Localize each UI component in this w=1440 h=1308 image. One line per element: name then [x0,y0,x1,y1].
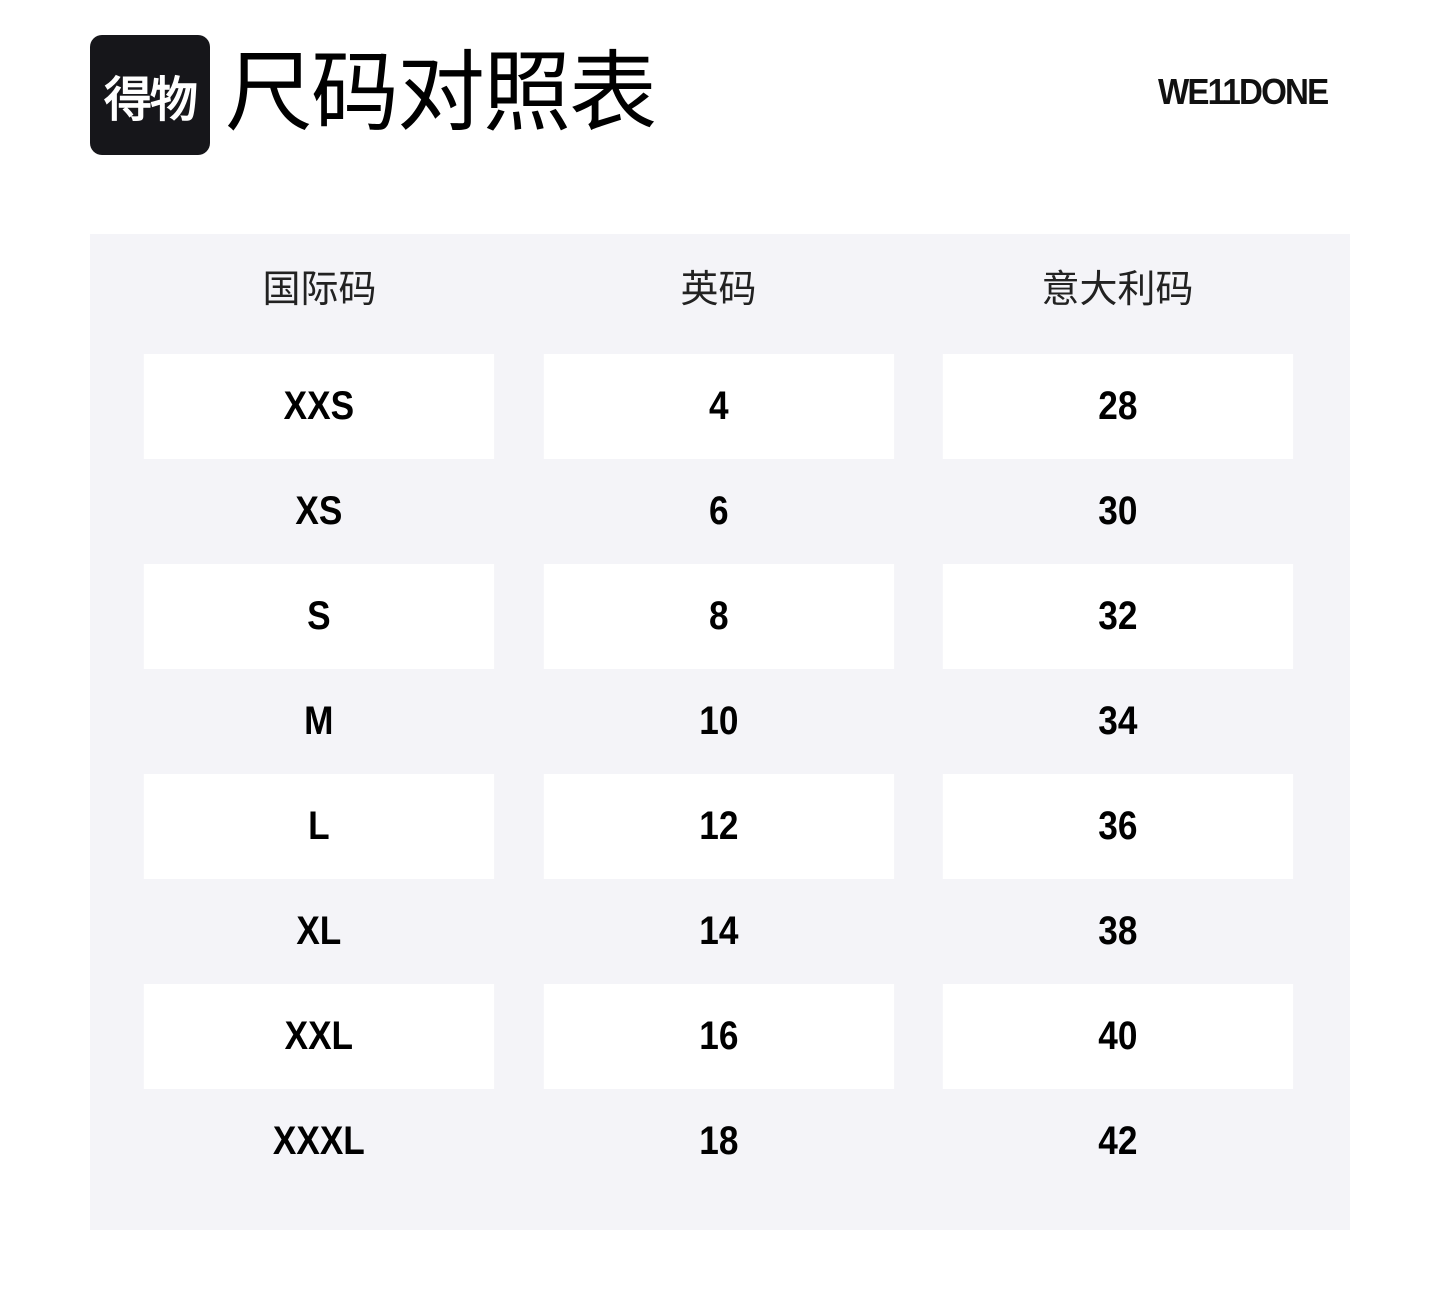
column-header: 意大利码 [1041,267,1194,311]
dewu-logo: 得物 [90,35,210,155]
table-row: XXL 16 40 [120,984,1317,1089]
table-cell: 36 [943,774,1294,879]
column-header: 英码 [680,267,757,311]
table-cell: M [304,699,334,743]
size-table: 国际码 英码 意大利码 XXS 4 28 XS 6 30 S 8 32 M 10 34 L 12 36 XL 1… [90,234,1350,1230]
table-cell: 40 [943,984,1294,1089]
table-cell: XXXL [272,1119,365,1163]
table-cell: 30 [1098,489,1138,533]
table-cell: 4 [543,354,894,459]
table-cell: S [143,564,494,669]
table-cell: 34 [1098,699,1138,743]
table-cell: 32 [943,564,1294,669]
table-row: S 8 32 [120,564,1317,669]
table-cell: 14 [698,909,739,953]
table-cell: 6 [708,489,729,533]
table-row: XL 14 38 [120,879,1317,984]
table-cell: 8 [543,564,894,669]
table-cell: 18 [698,1119,739,1163]
table-row: M 10 34 [120,669,1317,774]
table-row: XXXL 18 42 [120,1089,1317,1194]
table-cell: XXL [143,984,494,1089]
table-cell: 16 [543,984,894,1089]
table-header: 国际码 英码 意大利码 [120,234,1317,354]
page-title: 尺码对照表 [225,41,657,144]
column-header: 国际码 [262,267,377,311]
table-cell: 12 [543,774,894,879]
table-row: L 12 36 [120,774,1317,879]
table-cell: 42 [1098,1119,1138,1163]
table-cell: 10 [698,699,739,743]
table-row: XXS 4 28 [120,354,1317,459]
table-cell: XXS [143,354,494,459]
table-cell: XS [295,489,343,533]
table-cell: 38 [1098,909,1138,953]
table-cell: L [143,774,494,879]
table-cell: 28 [943,354,1294,459]
brand-name: WE11DONE [1158,71,1329,112]
table-cell: XL [296,909,342,953]
table-row: XS 6 30 [120,459,1317,564]
